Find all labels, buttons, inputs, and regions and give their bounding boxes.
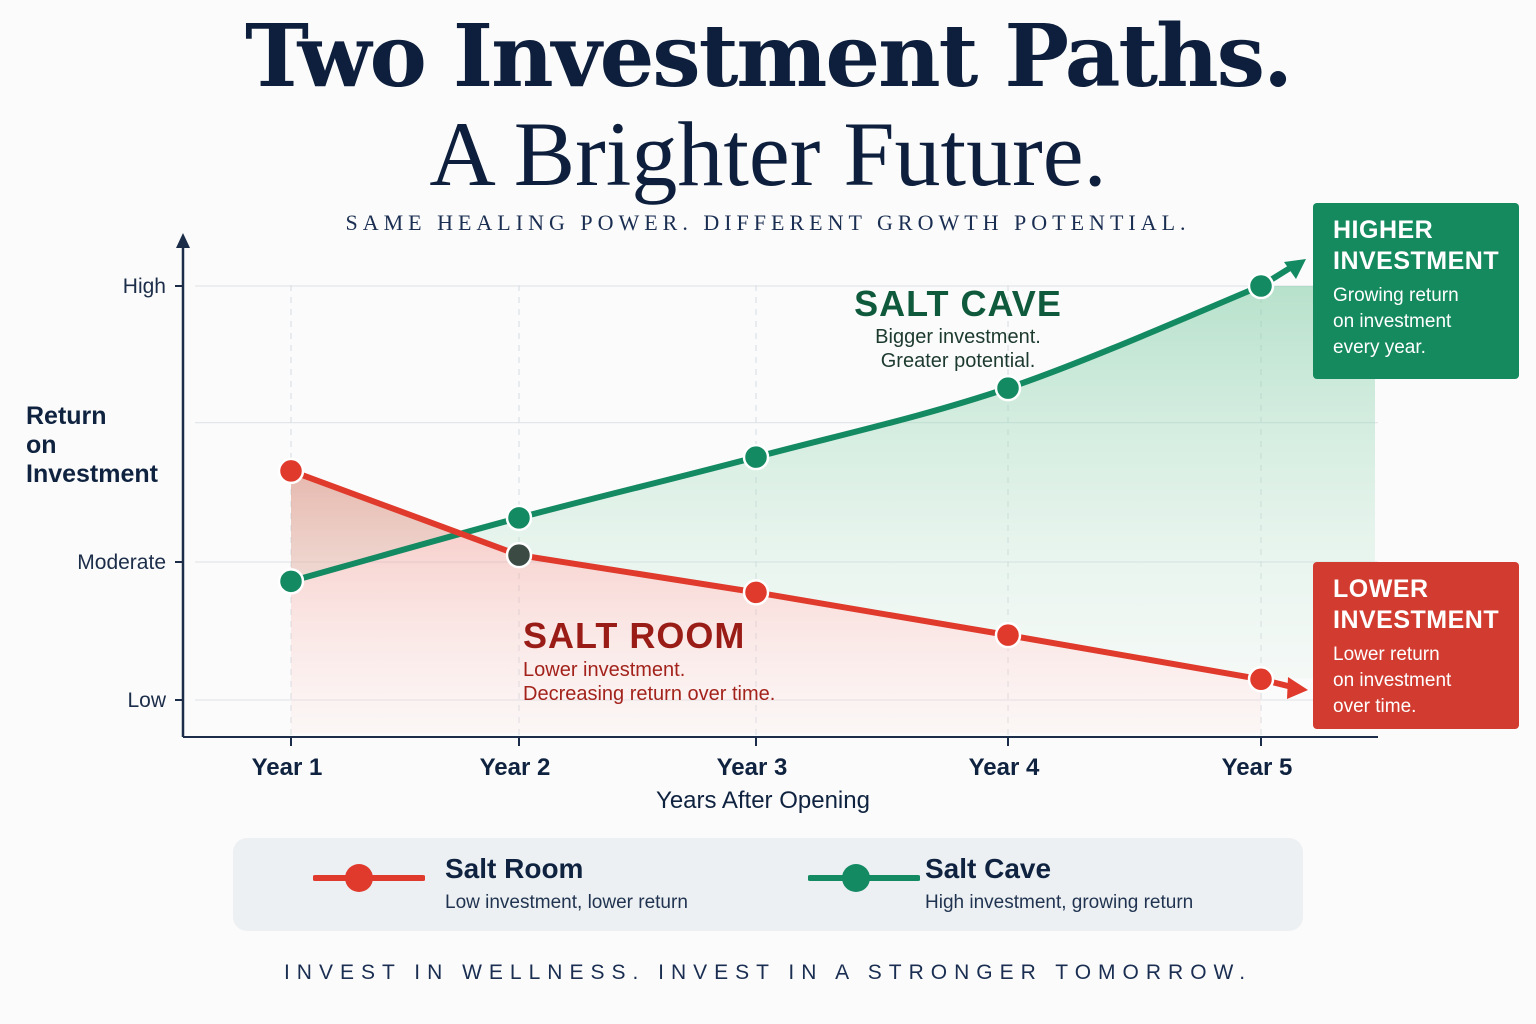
- salt-cave-point: [994, 374, 1022, 402]
- y-tick-label: Low: [127, 689, 166, 712]
- salt-cave-legend-swatch-icon: [808, 864, 920, 892]
- x-tick-label: Year 2: [480, 754, 551, 781]
- salt-cave-annotation-line: Bigger investment.: [875, 326, 1041, 348]
- salt-room-point: [994, 621, 1022, 649]
- salt-room-annotation-line: Decreasing return over time.: [523, 683, 775, 705]
- salt-cave-point: [1247, 272, 1275, 300]
- salt-cave-point: [277, 568, 305, 595]
- callout-high-desc-3: every year.: [1333, 337, 1426, 358]
- salt-room-area: [291, 470, 1261, 733]
- y-tick-label: Moderate: [77, 551, 166, 574]
- legend-salt-room-desc: Low investment, lower return: [445, 892, 688, 913]
- y-axis-label: on: [26, 431, 57, 459]
- lower-investment-callout: LOWER INVESTMENT Lower return on investm…: [1313, 562, 1519, 729]
- x-axis-label: Years After Opening: [656, 787, 870, 814]
- y-axis-label: Return: [26, 402, 107, 430]
- callout-low-title-2: INVESTMENT: [1333, 606, 1500, 634]
- callout-high-title-2: INVESTMENT: [1333, 247, 1500, 275]
- salt-room-annotation-line: Lower investment.: [523, 659, 685, 681]
- higher-investment-callout: HIGHER INVESTMENT Growing return on inve…: [1313, 203, 1519, 379]
- salt-room-point: [742, 579, 770, 606]
- y-axis-arrow-icon: [176, 233, 190, 248]
- footer-tagline: INVEST IN WELLNESS. INVEST IN A STRONGER…: [283, 961, 1253, 984]
- chart-legend: Salt Room Low investment, lower return S…: [233, 838, 1303, 931]
- page-title-line2: A Brighter Future.: [429, 103, 1107, 205]
- x-tick-label: Year 3: [717, 754, 788, 781]
- callout-low-title-1: LOWER: [1333, 575, 1429, 603]
- salt-cave-annotation-title: SALT CAVE: [854, 283, 1062, 324]
- legend-salt-cave-name: Salt Cave: [925, 853, 1052, 884]
- salt-room-point: [277, 457, 305, 485]
- page-subtitle: SAME HEALING POWER. DIFFERENT GROWTH POT…: [345, 210, 1191, 235]
- legend-salt-room-name: Salt Room: [445, 853, 584, 884]
- salt-cave-point: [505, 504, 533, 532]
- y-axis-label: Investment: [26, 460, 159, 488]
- salt-room-point: [505, 541, 533, 569]
- callout-low-desc-2: on investment: [1333, 670, 1452, 691]
- salt-room-point: [1247, 666, 1275, 693]
- callout-high-desc-2: on investment: [1333, 311, 1452, 332]
- page-title: Two Investment Paths.: [244, 6, 1293, 107]
- salt-cave-annotation-line: Greater potential.: [881, 350, 1036, 372]
- callout-high-title-1: HIGHER: [1333, 216, 1434, 244]
- callout-high-desc-1: Growing return: [1333, 285, 1459, 306]
- salt-room-legend-swatch-icon: [313, 864, 425, 892]
- callout-low-desc-1: Lower return: [1333, 644, 1440, 665]
- x-tick-label: Year 4: [969, 754, 1040, 781]
- salt-cave-point: [742, 443, 770, 471]
- x-tick-label: Year 5: [1222, 754, 1293, 781]
- y-tick-label: High: [123, 275, 166, 298]
- salt-room-arrow-icon: [1287, 677, 1308, 699]
- salt-room-annotation-title: SALT ROOM: [523, 615, 745, 656]
- callout-low-desc-3: over time.: [1333, 696, 1417, 717]
- salt-cave-arrow-icon: [1284, 259, 1306, 279]
- x-tick-label: Year 1: [252, 754, 323, 781]
- legend-salt-cave-desc: High investment, growing return: [925, 892, 1194, 913]
- salt-cave-area: [291, 286, 1375, 680]
